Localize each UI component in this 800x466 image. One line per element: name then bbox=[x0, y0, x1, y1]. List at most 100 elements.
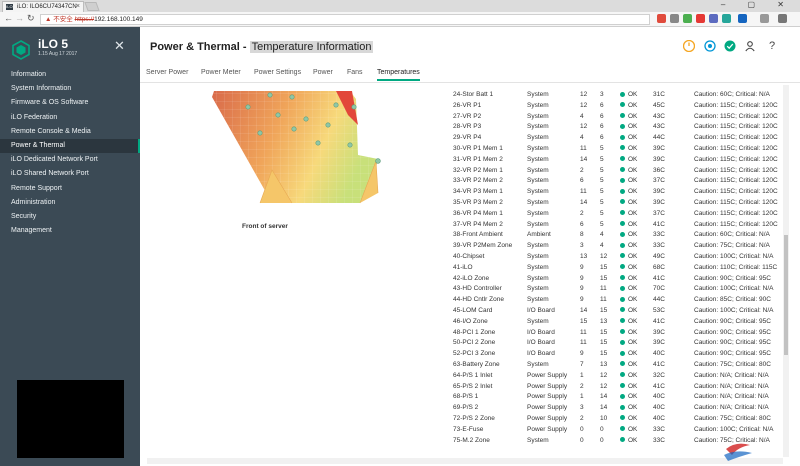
tab-power-meter[interactable]: Power Meter bbox=[201, 69, 241, 76]
sensor-name: 24-Stor Batt 1 bbox=[453, 91, 494, 98]
sensor-status-text: OK bbox=[628, 101, 638, 109]
sensor-reading: 31C bbox=[653, 91, 665, 98]
address-bar: ← → ↻ ▲ 不安全 https://192.168.100.149 bbox=[0, 12, 800, 27]
vertical-scrollbar[interactable] bbox=[783, 85, 789, 457]
insecure-warning[interactable]: ▲ 不安全 bbox=[45, 16, 73, 23]
sensor-y: 6 bbox=[600, 123, 604, 131]
sensor-x: 2 bbox=[580, 414, 584, 422]
sensor-status: OK bbox=[620, 230, 637, 241]
horizontal-scrollbar[interactable] bbox=[147, 458, 783, 464]
sensor-x: 2 bbox=[580, 166, 584, 174]
sensor-y: 5 bbox=[600, 209, 604, 217]
sensor-name: 46-I/O Zone bbox=[453, 317, 488, 325]
tab-temperatures[interactable]: Temperatures bbox=[377, 69, 420, 81]
menu-icon[interactable] bbox=[778, 14, 787, 23]
sensor-x: 14 bbox=[580, 198, 588, 206]
browser-tab[interactable]: iLO iLO: ILO6CU74347CN × bbox=[2, 1, 84, 12]
sensor-name: 34-VR P3 Mem 1 bbox=[453, 188, 503, 196]
sensor-thresholds: Caution: 100C; Critical: N/A bbox=[694, 252, 774, 260]
server-thermal-diagram[interactable] bbox=[200, 85, 400, 230]
sensor-y: 5 bbox=[600, 166, 604, 174]
sidebar-item-ilo-shared-network-port[interactable]: iLO Shared Network Port bbox=[11, 170, 89, 178]
help-icon[interactable]: ? bbox=[768, 40, 776, 52]
sensor-reading: 33C bbox=[653, 436, 665, 444]
extension-icon-5[interactable] bbox=[709, 14, 718, 23]
table-row: 44-HD Cntlr Zone System 9 11 44C Caution: 85C… bbox=[453, 295, 793, 306]
extension-icon-4[interactable] bbox=[696, 14, 705, 23]
sensor-x: 9 bbox=[580, 285, 584, 293]
sensor-thresholds: Caution: 75C; Critical: 80C bbox=[694, 414, 771, 422]
tab-fans[interactable]: Fans bbox=[347, 69, 363, 76]
sensor-name: 33-VR P2 Mem 2 bbox=[453, 177, 503, 185]
sensor-y: 6 bbox=[600, 101, 604, 109]
sensor-y: 6 bbox=[600, 112, 604, 120]
status-ok-icon bbox=[620, 307, 625, 313]
extension-icon-7[interactable] bbox=[738, 14, 747, 23]
tab-power-settings[interactable]: Power Settings bbox=[254, 69, 302, 76]
sensor-name: 31-VR P1 Mem 2 bbox=[453, 155, 503, 163]
forward-icon[interactable]: → bbox=[15, 13, 24, 23]
sidebar-item-management[interactable]: Management bbox=[11, 227, 52, 235]
sidebar-item-system-information[interactable]: System Information bbox=[11, 85, 72, 93]
sensor-x: 0 bbox=[580, 436, 584, 444]
status-ok-icon bbox=[620, 199, 625, 205]
back-icon[interactable]: ← bbox=[4, 13, 13, 23]
sensor-status: OK bbox=[620, 133, 637, 144]
status-ok-icon bbox=[620, 285, 625, 291]
window-controls[interactable]: – ▢ ✕ bbox=[720, 0, 794, 9]
close-sidebar-icon[interactable]: ✕ bbox=[114, 38, 125, 53]
sensor-location: System bbox=[527, 285, 549, 293]
sidebar-item-firmware-os-software[interactable]: Firmware & OS Software bbox=[11, 99, 89, 107]
status-ok-icon bbox=[620, 167, 625, 173]
sensor-thresholds: Caution: 100C; Critical: N/A bbox=[694, 425, 774, 433]
sensor-reading: 41C bbox=[653, 220, 665, 228]
extension-icon-6[interactable] bbox=[722, 14, 731, 23]
star-icon[interactable] bbox=[760, 14, 769, 23]
scroll-thumb[interactable] bbox=[784, 235, 788, 355]
sidebar-item-security[interactable]: Security bbox=[11, 212, 37, 220]
new-tab-button[interactable] bbox=[84, 2, 100, 11]
sidebar-item-ilo-dedicated-network-port[interactable]: iLO Dedicated Network Port bbox=[11, 156, 98, 164]
sensor-x: 4 bbox=[580, 112, 584, 120]
sidebar-item-information[interactable]: Information bbox=[11, 71, 47, 78]
sensor-thresholds: Caution: 115C; Critical: 120C bbox=[694, 112, 778, 120]
sidebar-item-remote-console-media[interactable]: Remote Console & Media bbox=[11, 127, 91, 135]
table-row: 26-VR P1 System 12 6 45C Caution: 115C; Criti… bbox=[453, 101, 793, 112]
health-icon[interactable] bbox=[704, 40, 716, 52]
sidebar-item-remote-support[interactable]: Remote Support bbox=[11, 184, 62, 192]
sensor-name: 36-VR P4 Mem 1 bbox=[453, 209, 503, 217]
sensor-status-text: OK bbox=[628, 404, 638, 412]
tab-power[interactable]: Power bbox=[313, 69, 333, 76]
sensor-status-text: OK bbox=[628, 144, 638, 152]
sensor-thresholds: Caution: 100C; Critical: N/A bbox=[694, 285, 774, 293]
sensor-y: 15 bbox=[600, 339, 608, 347]
remote-console-thumbnail[interactable] bbox=[17, 380, 124, 458]
sensor-thresholds: Caution: 115C; Critical: 120C bbox=[694, 166, 778, 174]
sensor-y: 15 bbox=[600, 328, 608, 336]
sensor-reading: 39C bbox=[653, 144, 665, 152]
power-icon[interactable] bbox=[683, 40, 695, 52]
sensor-x: 15 bbox=[580, 317, 588, 325]
sensor-y: 5 bbox=[600, 188, 604, 196]
sidebar-item-ilo-federation[interactable]: iLO Federation bbox=[11, 113, 58, 121]
page-title: Power & Thermal - Temperature Informatio… bbox=[150, 41, 374, 53]
sensor-status: OK bbox=[620, 122, 637, 133]
sidebar-item-administration[interactable]: Administration bbox=[11, 198, 56, 206]
url-field[interactable]: ▲ 不安全 https://192.168.100.149 bbox=[40, 14, 650, 25]
sensor-name: 69-P/S 2 bbox=[453, 404, 479, 412]
extension-icon-1[interactable] bbox=[657, 14, 666, 23]
sensor-status-text: OK bbox=[628, 393, 638, 401]
sensor-status: OK bbox=[620, 198, 637, 209]
tab-server-power[interactable]: Server Power bbox=[146, 69, 189, 76]
sidebar-item-power-thermal[interactable]: Power & Thermal bbox=[0, 138, 140, 154]
close-tab-icon[interactable]: × bbox=[75, 3, 80, 10]
extension-icon-2[interactable] bbox=[670, 14, 679, 23]
extension-icon-3[interactable] bbox=[683, 14, 692, 23]
user-icon[interactable] bbox=[744, 40, 756, 52]
status-ok-icon[interactable] bbox=[724, 40, 736, 52]
sensor-status: OK bbox=[620, 166, 637, 177]
sensor-status: OK bbox=[620, 112, 637, 123]
reload-icon[interactable]: ↻ bbox=[27, 13, 35, 23]
sensor-y: 12 bbox=[600, 382, 608, 390]
sensor-location: System bbox=[527, 242, 549, 250]
